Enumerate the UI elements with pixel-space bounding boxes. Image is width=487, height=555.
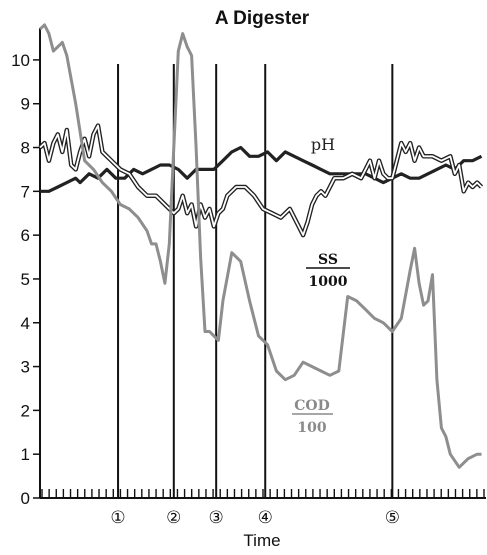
ss-label-denominator: 1000 <box>309 274 348 290</box>
event-label: ① <box>110 508 125 528</box>
y-tick-label: 9 <box>21 95 30 114</box>
y-tick-label: 8 <box>21 139 30 158</box>
y-tick-label: 6 <box>21 226 30 245</box>
y-tick-label: 10 <box>11 51 30 70</box>
ph-label: pH <box>311 135 335 154</box>
x-axis-label: Time <box>243 531 280 550</box>
y-tick-label: 4 <box>21 314 30 333</box>
chart-title: A Digester <box>215 8 310 29</box>
ss-label-numerator: SS <box>318 252 338 268</box>
event-label: ⑤ <box>385 508 400 528</box>
series-line-cod <box>38 23 482 469</box>
series-line-ph <box>40 145 483 193</box>
y-tick-label: 7 <box>21 182 30 201</box>
cod-label-numerator: COD <box>294 398 329 414</box>
y-tick-label: 2 <box>21 401 30 420</box>
event-label: ③ <box>209 508 224 528</box>
event-label: ② <box>166 508 181 528</box>
y-tick-label: 3 <box>21 358 30 377</box>
series-line-ss-inner <box>39 124 483 236</box>
y-tick-label: 5 <box>21 270 30 289</box>
cod-label-denominator: 100 <box>297 420 326 436</box>
y-tick-label: 1 <box>21 445 30 464</box>
y-tick-label: 0 <box>21 489 30 508</box>
plot-area: 0 1 2 3 4 5 6 7 8 9 10 ① ② ③ ④ ⑤ pH SS 1000 COD 100 <box>11 23 486 528</box>
event-label: ④ <box>258 508 273 528</box>
series-line-ss <box>38 123 484 238</box>
